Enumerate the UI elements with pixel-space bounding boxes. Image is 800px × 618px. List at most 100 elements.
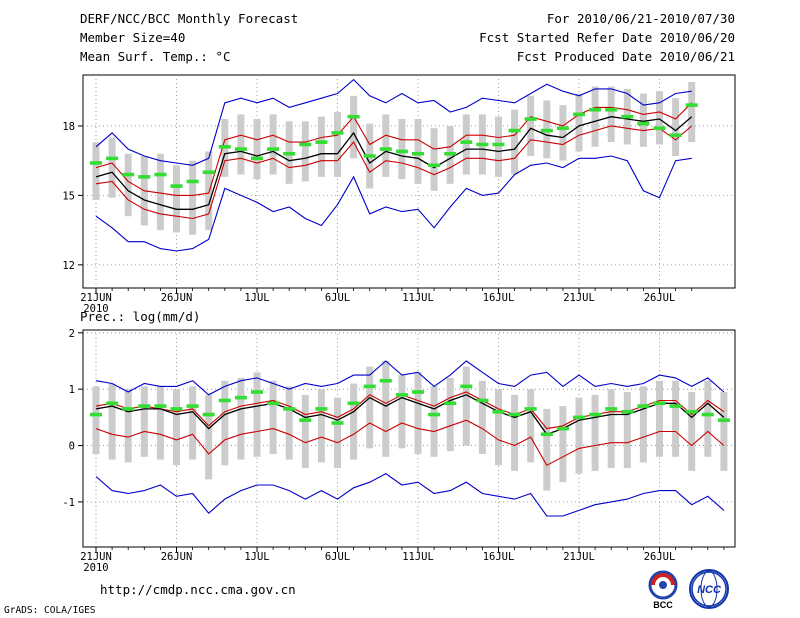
x-tick-label: 26JUL: [644, 551, 676, 563]
spread-box: [189, 386, 197, 460]
member-marker: [428, 412, 441, 417]
member-marker: [170, 184, 183, 188]
upper-line: [95, 391, 725, 430]
spread-box: [237, 114, 245, 175]
member-marker: [540, 128, 553, 133]
precip-panel-title: Prec.: log(mm/d): [80, 309, 201, 324]
member-marker: [540, 432, 553, 437]
spread-box: [656, 380, 663, 457]
member-marker: [653, 401, 666, 406]
spread-box: [285, 386, 293, 460]
spread-box: [173, 165, 180, 233]
member-marker: [379, 147, 392, 151]
x-tick-label: 16JUL: [483, 292, 515, 304]
spread-box: [559, 105, 567, 161]
member-marker: [701, 412, 714, 417]
member-marker: [476, 142, 489, 147]
spread-box: [350, 383, 358, 460]
min-line: [95, 473, 725, 517]
mean-line: [95, 394, 725, 436]
member-marker: [138, 175, 151, 179]
ncc-logo: NCC: [686, 568, 732, 610]
spread-box: [334, 112, 341, 177]
spread-box: [478, 380, 486, 454]
spread-box: [221, 380, 229, 466]
variable-label: Mean Surf. Temp.: °C: [80, 49, 231, 64]
spread-box: [189, 160, 197, 235]
spread-box: [511, 109, 519, 175]
member-marker: [556, 426, 569, 431]
member-marker: [202, 412, 215, 417]
source-url[interactable]: http://cmdp.ncc.cma.gov.cn: [100, 582, 296, 597]
member-marker: [90, 412, 102, 417]
member-marker: [669, 404, 682, 408]
spread-box: [269, 380, 277, 454]
member-marker: [395, 149, 408, 154]
spread-box: [301, 394, 309, 469]
member-marker: [299, 142, 312, 147]
member-marker: [621, 114, 634, 119]
member-marker: [621, 409, 634, 414]
member-marker: [122, 407, 135, 411]
min-line: [95, 155, 692, 252]
member-marker: [653, 126, 666, 131]
spread-box: [382, 114, 390, 177]
spread-box: [173, 389, 180, 466]
member-marker: [444, 151, 457, 156]
y-tick-label: 15: [62, 190, 75, 202]
member-marker: [138, 404, 151, 408]
lower-line: [95, 419, 725, 467]
y-tick-label: 12: [62, 260, 75, 272]
member-marker: [251, 156, 263, 161]
member-marker: [106, 156, 119, 161]
spread-box: [511, 394, 519, 471]
member-marker: [363, 154, 376, 158]
spread-box: [92, 142, 100, 201]
spread-box: [639, 386, 647, 463]
member-marker: [267, 401, 280, 406]
y-tick-label: 2: [69, 328, 75, 340]
x-year-label: 2010: [83, 562, 108, 574]
x-tick-label: 16JUL: [483, 551, 515, 563]
upper-line: [95, 102, 693, 196]
lower-line: [95, 125, 693, 220]
spread-box: [591, 86, 599, 147]
member-marker: [460, 384, 473, 389]
x-tick-label: 21JUL: [563, 551, 595, 563]
member-marker: [218, 398, 231, 403]
svg-text:BCC: BCC: [653, 600, 673, 610]
member-marker: [170, 407, 183, 411]
spread-box: [527, 95, 535, 157]
member-marker: [492, 409, 505, 414]
x-tick-label: 21JUN: [80, 292, 112, 304]
member-marker: [589, 412, 602, 417]
member-marker: [573, 415, 585, 420]
member-marker: [331, 421, 344, 425]
svg-text:NCC: NCC: [697, 584, 722, 596]
spread-box: [446, 377, 454, 452]
member-marker: [234, 147, 247, 151]
member-marker: [299, 418, 312, 422]
member-marker: [218, 144, 231, 149]
spread-box: [688, 81, 696, 143]
spread-box: [430, 128, 438, 191]
max-line: [95, 78, 692, 166]
member-marker: [267, 147, 280, 151]
spread-box: [607, 389, 615, 469]
spread-box: [495, 116, 502, 177]
member-marker: [605, 407, 618, 411]
member-marker: [556, 126, 569, 131]
spread-box: [414, 118, 422, 184]
spread-box: [140, 386, 148, 457]
member-marker: [395, 393, 408, 397]
panel-precipitation: 21JUN 26JUN 1JUL 6JUL 11JUL 16JUL 21JUL 26JUL20…: [62, 328, 736, 574]
member-marker: [508, 412, 521, 417]
member-marker: [186, 179, 199, 184]
spread-box: [495, 389, 502, 466]
member-marker: [363, 384, 376, 389]
member-marker: [589, 107, 602, 112]
member-marker: [605, 107, 618, 112]
x-tick-label: 11JUL: [402, 292, 434, 304]
x-tick-label: 1JUL: [244, 551, 269, 563]
